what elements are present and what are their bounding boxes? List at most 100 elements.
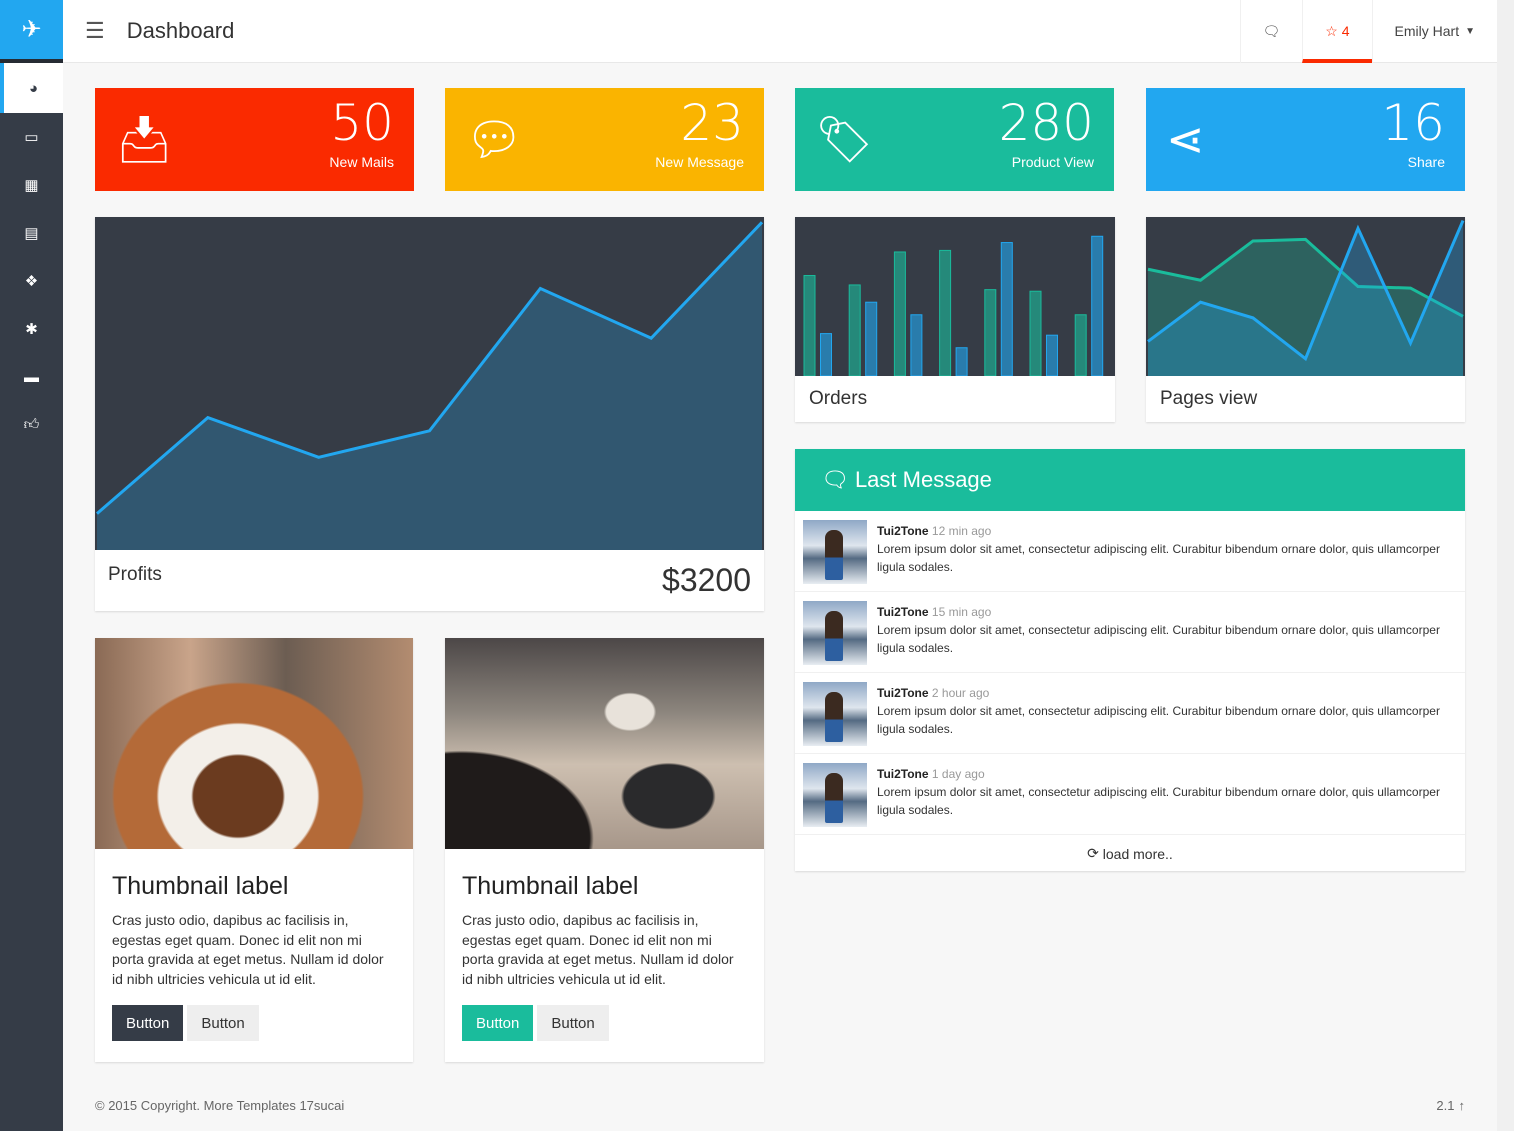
orders-bar xyxy=(1074,314,1087,376)
thumbnail-text: Cras justo odio, dapibus ac facilisis in… xyxy=(462,912,734,987)
message-time: 12 min ago xyxy=(931,524,992,538)
share-icon: ⋖ xyxy=(1166,113,1205,165)
orders-bar xyxy=(820,333,832,376)
orders-bar xyxy=(1091,235,1104,376)
paper-plane-logo-icon[interactable]: ✈ xyxy=(0,0,63,63)
message-time: 15 min ago xyxy=(931,605,992,619)
stat-card-mails[interactable]: 📥︎ 50 New Mails xyxy=(95,88,414,191)
message-item[interactable]: Tui2Tone 12 min ago Lorem ipsum dolor sit… xyxy=(795,511,1465,592)
comments-icon: 💬︎ xyxy=(465,113,524,165)
star-icon: ☆ xyxy=(1325,22,1342,39)
chart-background xyxy=(95,217,764,550)
refresh-icon: ⟳ xyxy=(1087,845,1103,861)
stat-value: 23 xyxy=(680,94,744,152)
message-time: 2 hour ago xyxy=(931,686,990,700)
pages-view-label: Pages view xyxy=(1160,388,1258,409)
stat-label: Product View xyxy=(1011,154,1094,170)
sidebar-item-desktop[interactable]: ▭ xyxy=(0,113,63,161)
top-header: ☰ Dashboard 🗨︎ ☆ 4 Emily Hart ▼ xyxy=(63,0,1497,63)
tags-icon: 🏷︎ xyxy=(815,113,874,165)
last-message-header: 🗨︎ Last Message xyxy=(795,449,1465,511)
stat-card-messages[interactable]: 💬︎ 23 New Message xyxy=(445,88,764,191)
sidebar-item-dashboard[interactable]: ◕ xyxy=(0,63,63,113)
profits-chart xyxy=(95,217,764,550)
notification-count: 4 xyxy=(1341,23,1350,39)
message-item[interactable]: Tui2Tone 1 day ago Lorem ipsum dolor sit … xyxy=(795,754,1465,835)
chart-background xyxy=(1146,217,1465,376)
orders-bar xyxy=(865,301,878,376)
message-item[interactable]: Tui2Tone 2 hour ago Lorem ipsum dolor sit… xyxy=(795,673,1465,754)
profits-area xyxy=(97,222,762,550)
message-author: Tui2Tone xyxy=(877,605,929,619)
copyright-text: © 2015 Copyright. More Templates 17sucai xyxy=(95,1098,345,1113)
profits-card: Profits $3200 xyxy=(95,217,764,611)
orders-bar xyxy=(955,347,968,376)
orders-label: Orders xyxy=(809,388,868,409)
page-title: Dashboard xyxy=(126,18,235,43)
pages-view-series-1-line xyxy=(1147,237,1464,318)
coffee-phone-photo xyxy=(445,638,764,849)
orders-bar xyxy=(893,251,906,376)
pages-view-series-2-line xyxy=(1147,219,1465,362)
page-scrollbar[interactable] xyxy=(1497,0,1514,1131)
thumbnail-text: Cras justo odio, dapibus ac facilisis in… xyxy=(112,912,384,987)
message-author: Tui2Tone xyxy=(877,524,929,538)
orders-bar xyxy=(984,289,997,376)
sidebar-item-like[interactable]: 👍︎ xyxy=(0,401,63,449)
menu-toggle-icon[interactable]: ☰ xyxy=(85,18,105,43)
thumbs-up-icon: 👍︎ xyxy=(23,416,40,433)
stat-card-share[interactable]: ⋖ 16 Share xyxy=(1146,88,1465,191)
sidebar-item-cubes[interactable]: ❖ xyxy=(0,257,63,305)
sidebar-item-table[interactable]: ▦ xyxy=(0,161,63,209)
stat-card-product-view[interactable]: 🏷︎ 280 Product View xyxy=(795,88,1114,191)
message-text: Lorem ipsum dolor sit amet, consectetur … xyxy=(877,785,1440,817)
version-text: 2.1 xyxy=(1436,1098,1455,1113)
user-name: Emily Hart xyxy=(1394,23,1460,39)
orders-bar xyxy=(1046,334,1058,376)
message-time: 1 day ago xyxy=(931,767,985,781)
panel-title: Last Message xyxy=(854,467,992,492)
secondary-button[interactable]: Button xyxy=(187,1005,259,1041)
message-text: Lorem ipsum dolor sit amet, consectetur … xyxy=(877,623,1440,655)
orders-bar xyxy=(848,284,861,376)
notifications-button[interactable]: ☆ 4 xyxy=(1302,0,1372,63)
user-menu[interactable]: Emily Hart ▼ xyxy=(1371,0,1497,63)
cubes-icon: ❖ xyxy=(24,273,39,290)
pages-view-card: Pages view xyxy=(1146,217,1465,422)
profits-label: Profits xyxy=(108,564,162,585)
cake-photo xyxy=(95,638,413,849)
orders-card: Orders xyxy=(795,217,1115,422)
sidebar: ✈ ◕ ▭ ▦ ▤ ❖ ✱ ▬ 👍︎ xyxy=(0,0,63,1131)
arrow-up-icon[interactable]: ↑ xyxy=(1458,1098,1466,1113)
message-item[interactable]: Tui2Tone 15 min ago Lorem ipsum dolor sit… xyxy=(795,592,1465,673)
chart-background xyxy=(795,217,1115,376)
secondary-button[interactable]: Button xyxy=(537,1005,609,1041)
primary-button[interactable]: Button xyxy=(112,1005,184,1041)
stat-value: 16 xyxy=(1381,94,1445,152)
orders-bar xyxy=(1029,290,1042,376)
stat-value: 280 xyxy=(998,94,1094,152)
orders-bar xyxy=(939,249,952,376)
sidebar-item-file[interactable]: ▤ xyxy=(0,209,63,257)
stat-label: New Message xyxy=(655,154,744,170)
avatar xyxy=(803,520,867,584)
thumbnail-label: Thumbnail label xyxy=(462,872,639,900)
last-message-panel: 🗨︎ Last Message Tui2Tone 12 min ago Lorem … xyxy=(795,449,1465,871)
sidebar-item-archive[interactable]: ▬ xyxy=(0,353,63,401)
load-more-button[interactable]: ⟳ load more.. xyxy=(795,835,1465,872)
avatar xyxy=(803,763,867,827)
file-icon: ▤ xyxy=(24,225,39,242)
primary-button[interactable]: Button xyxy=(462,1005,534,1041)
avatar xyxy=(803,601,867,665)
messages-button[interactable]: 🗨︎ xyxy=(1239,0,1303,63)
comments-icon: 🗨︎ xyxy=(1262,22,1281,39)
footer: © 2015 Copyright. More Templates 17sucai… xyxy=(95,1098,1465,1113)
stat-label: Share xyxy=(1407,154,1445,170)
orders-bar xyxy=(803,275,816,376)
cog-icon: ✱ xyxy=(25,321,38,338)
sidebar-item-settings[interactable]: ✱ xyxy=(0,305,63,353)
message-text: Lorem ipsum dolor sit amet, consectetur … xyxy=(877,704,1440,736)
dashboard-icon: ◕ xyxy=(28,79,39,97)
table-icon: ▦ xyxy=(24,177,39,194)
thumbnail-card: Thumbnail label Cras justo odio, dapibus… xyxy=(95,638,413,1062)
